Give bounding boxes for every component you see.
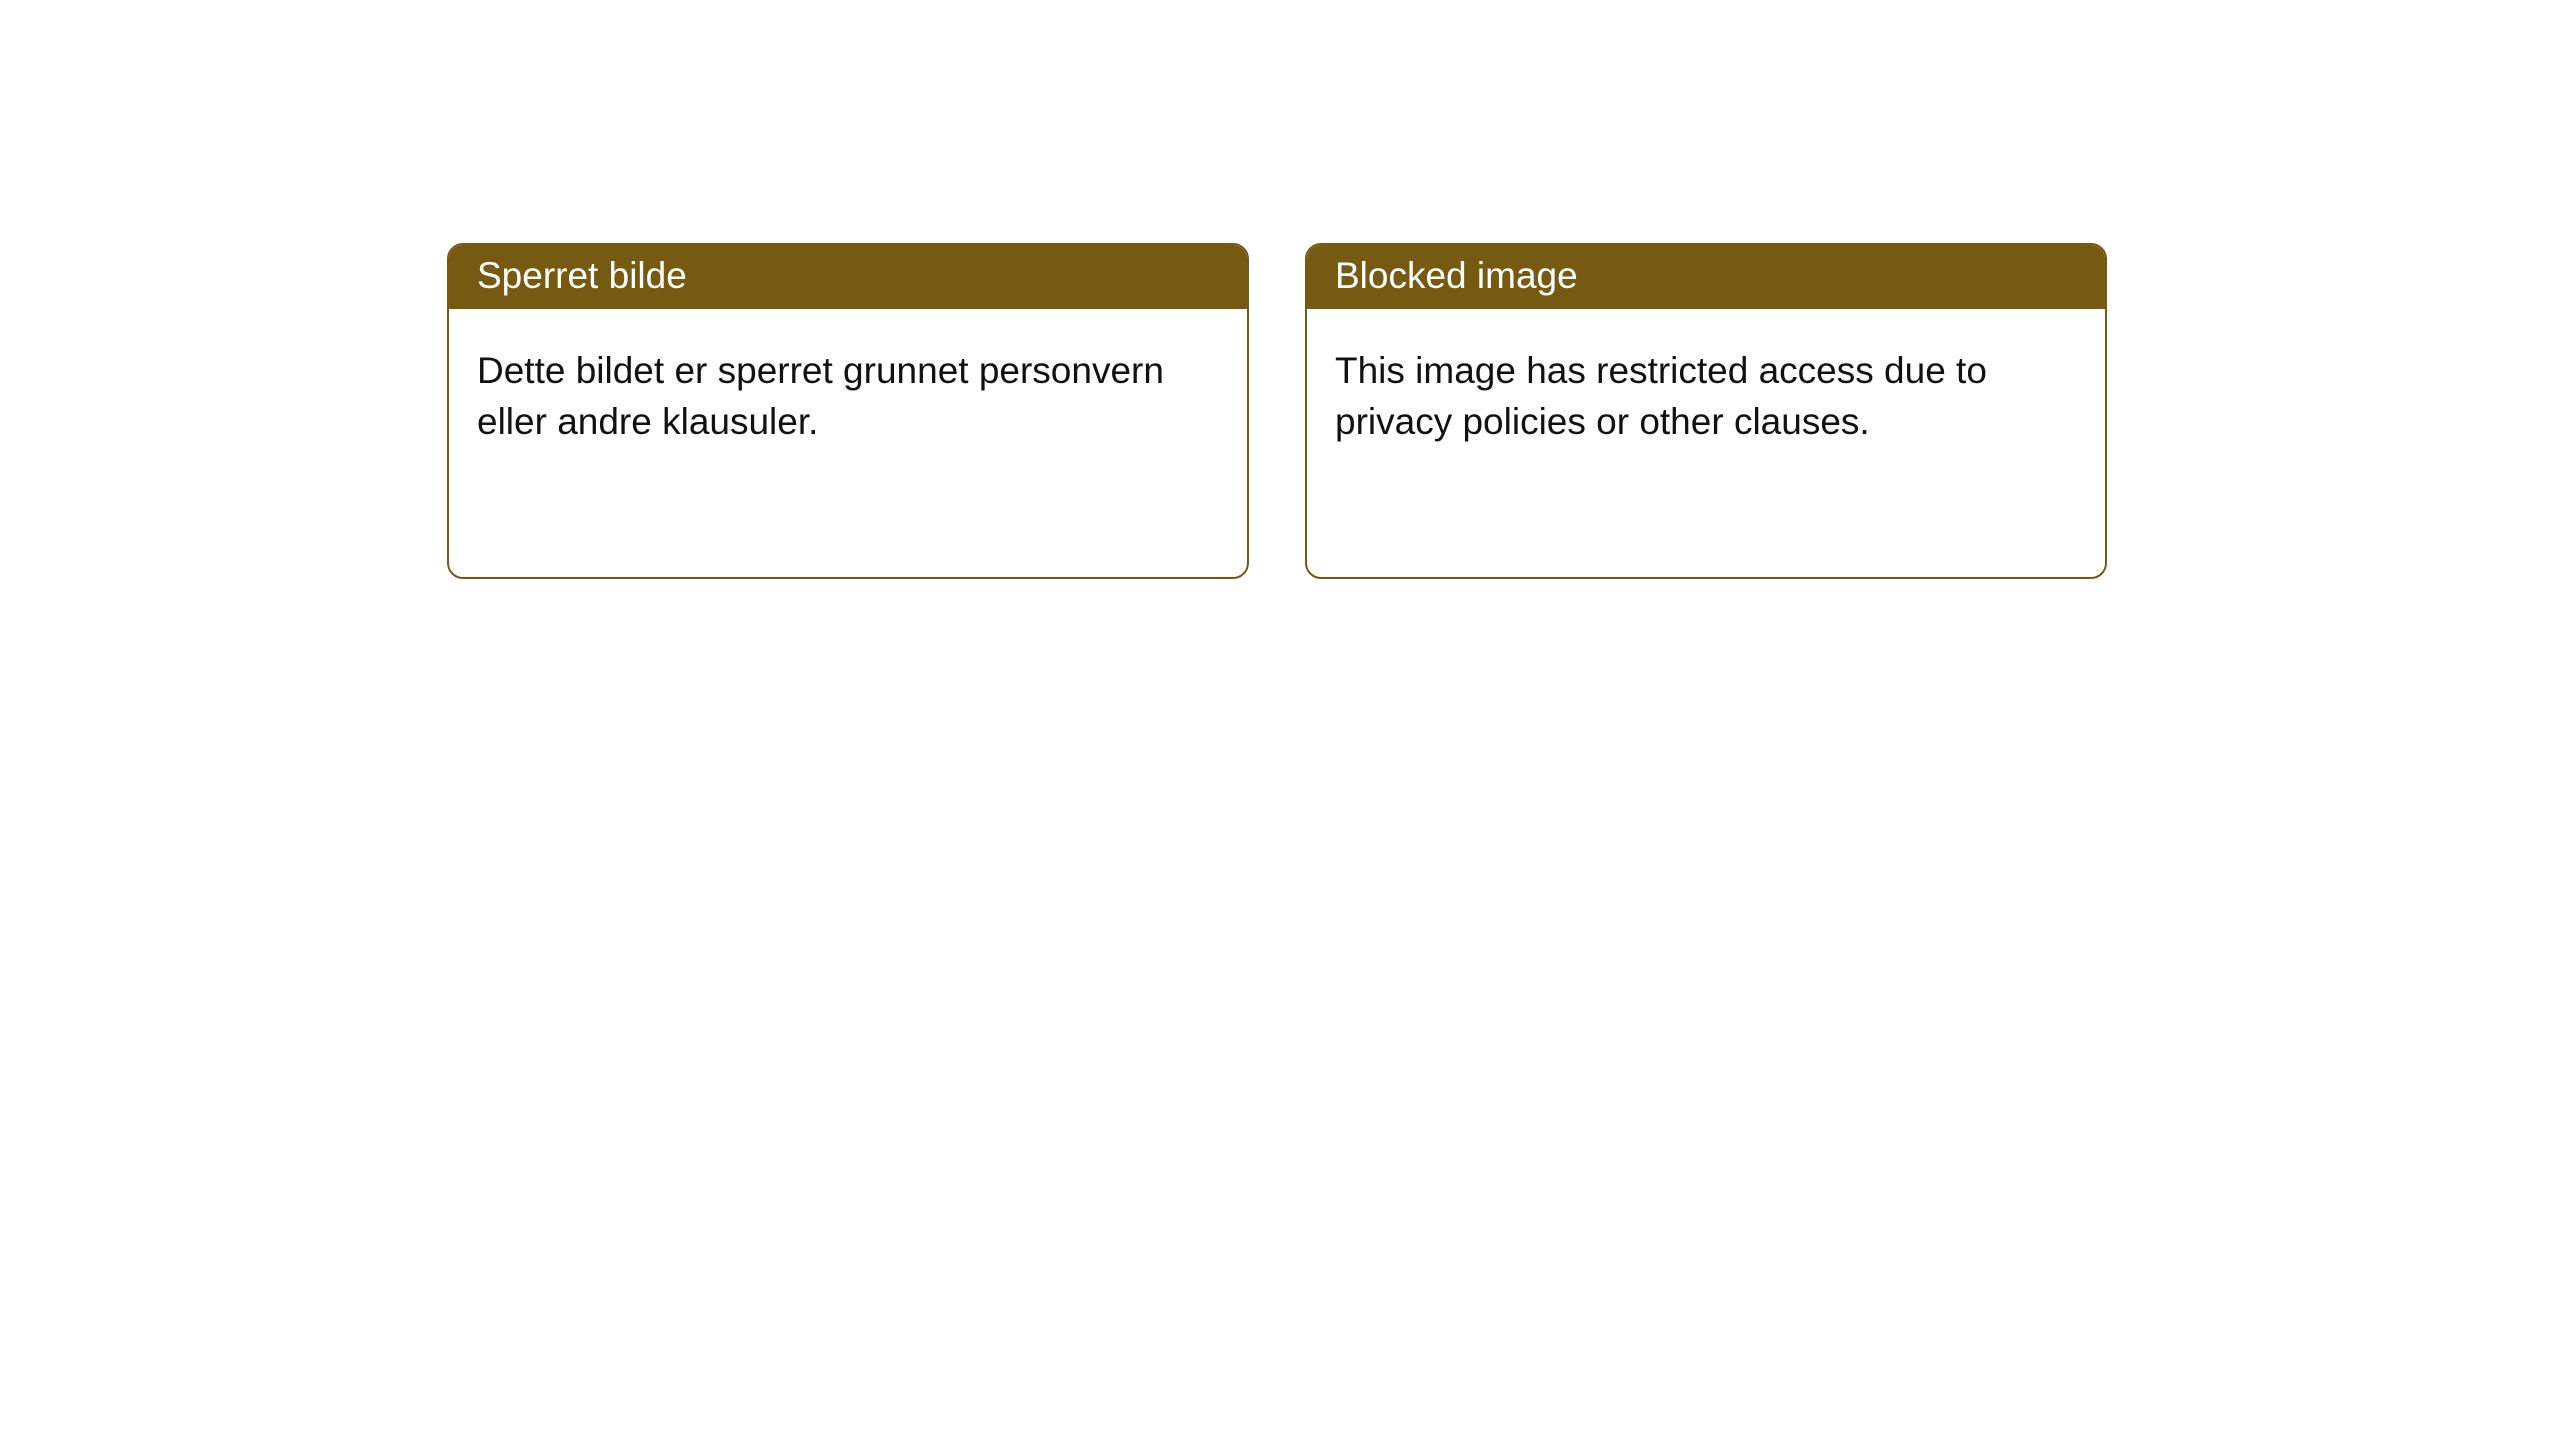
notice-panels-container: Sperret bilde Dette bildet er sperret gr… (447, 243, 2107, 579)
notice-panel-norwegian: Sperret bilde Dette bildet er sperret gr… (447, 243, 1249, 579)
panel-title: Sperret bilde (449, 245, 1247, 309)
panel-body-text: Dette bildet er sperret grunnet personve… (449, 309, 1247, 483)
panel-body-text: This image has restricted access due to … (1307, 309, 2105, 483)
notice-panel-english: Blocked image This image has restricted … (1305, 243, 2107, 579)
panel-title: Blocked image (1307, 245, 2105, 309)
